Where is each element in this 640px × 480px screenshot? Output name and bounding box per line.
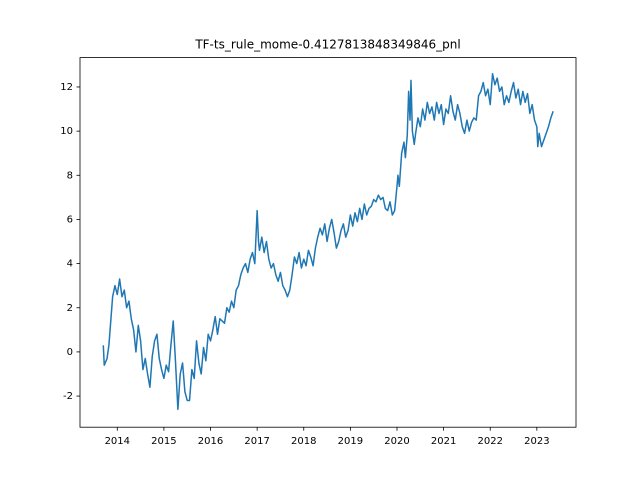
x-tick-label: 2014 [105, 436, 130, 447]
x-tick-label: 2023 [524, 436, 549, 447]
x-tick-label: 2016 [198, 436, 223, 447]
plot-frame [79, 57, 577, 428]
x-tick-label: 2018 [291, 436, 316, 447]
y-tick-label: 0 [67, 347, 73, 358]
y-tick-label: -2 [63, 391, 73, 402]
data-line [102, 72, 554, 411]
chart-title: TF-ts_rule_mome-0.4127813848349846_pnl [194, 38, 460, 52]
y-tick-label: 8 [67, 170, 73, 181]
x-tick-label: 2017 [244, 436, 269, 447]
y-tick-label: 12 [60, 82, 73, 93]
y-tick-label: 2 [67, 303, 73, 314]
y-tick-label: 6 [67, 214, 73, 225]
y-tick-label: 4 [67, 259, 73, 270]
x-tick-label: 2020 [384, 436, 409, 447]
x-tick-label: 2015 [151, 436, 176, 447]
x-tick-label: 2021 [431, 436, 456, 447]
x-tick-label: 2022 [477, 436, 502, 447]
x-tick-label: 2019 [338, 436, 363, 447]
y-tick-label: 10 [60, 126, 73, 137]
